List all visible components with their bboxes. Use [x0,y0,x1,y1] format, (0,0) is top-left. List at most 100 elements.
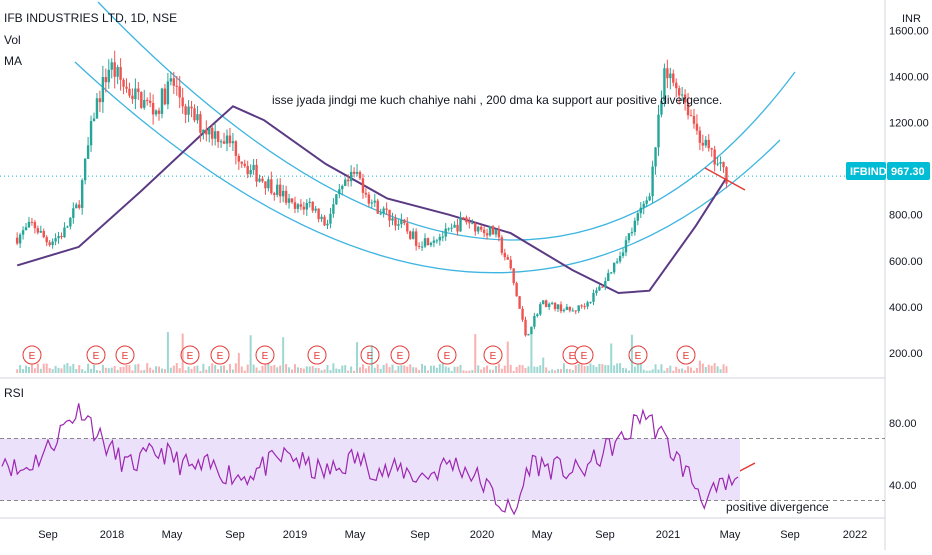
volume-bar [246,364,249,373]
candle-body [559,304,563,312]
volume-bar [323,369,326,373]
candle-body [184,106,187,115]
price-tick-label: 400.00 [889,302,923,314]
price-tag-ticker: IFBIND [850,166,887,178]
earnings-marker[interactable] [180,345,200,365]
volume-bar [42,363,45,373]
volume-bar [293,364,296,373]
candle-body [663,68,666,102]
earnings-marker[interactable] [210,345,230,365]
candle-body [595,290,598,293]
candle-body [379,213,382,215]
volume-bar [459,364,462,373]
candle-body [311,201,314,211]
volume-bar [302,368,305,373]
candle-body [471,223,474,225]
earnings-marker[interactable] [574,345,594,365]
volume-bar [663,370,666,373]
candle-body [166,81,170,105]
candle-body [137,88,140,93]
volume-bar [143,369,146,373]
candle-body [666,68,669,79]
earnings-marker[interactable] [22,345,42,365]
earnings-marker[interactable] [390,345,410,365]
volume-bar [707,364,710,373]
channel-lower-curve [74,61,781,274]
price-trendline [704,167,746,191]
volume-bar [107,368,110,373]
candle-body [441,236,444,238]
volume-bar [146,363,149,373]
earnings-marker[interactable] [437,345,457,365]
volume-bar [134,364,137,373]
candle-body [113,62,116,77]
volume-bar [701,363,704,373]
volume-bar [184,370,187,373]
candle-body [151,102,155,115]
volume-bar [226,370,229,373]
candle-body [719,162,722,164]
volume-bar [595,366,598,373]
volume-bar [273,364,276,373]
volume-bar [394,370,397,373]
volume-bar [193,366,196,373]
candle-body [27,221,31,228]
volume-bar [231,369,234,373]
volume-bar [305,366,308,373]
volume-bar [624,368,627,373]
earnings-marker[interactable] [86,345,106,365]
candle-body [621,252,625,256]
volume-bar [447,367,450,373]
earnings-marker-label: E [262,351,269,362]
earnings-marker-label: E [93,351,100,362]
price-tick-label: 1400.00 [889,71,929,83]
earnings-marker[interactable] [676,345,696,365]
candle-body [202,129,205,133]
candle-body [414,231,418,246]
volume-bar [350,366,353,373]
earnings-marker-label: E [122,351,129,362]
candle-body [42,230,45,238]
volume-bar [604,365,607,373]
earnings-marker[interactable] [115,345,135,365]
volume-bar [533,366,536,373]
currency-label: INR [902,13,921,25]
candle-body [252,164,255,171]
candle-body [69,217,72,227]
candle-body [196,114,199,121]
candle-body [394,218,397,226]
candle-body [190,106,193,109]
candle-body [376,200,379,214]
candle-body [146,99,149,101]
candle-body [580,305,583,307]
candle-body [601,286,604,288]
chart-annotation: isse jyada jindgi me kuch chahiye nahi ,… [272,93,722,107]
earnings-marker[interactable] [307,345,327,365]
volume-bar [557,369,560,373]
candle-body [122,79,125,87]
volume-bar [725,366,728,373]
candle-body [261,178,264,182]
volume-bar [166,332,169,373]
volume-bar [704,367,707,373]
earnings-marker[interactable] [255,345,275,365]
volume-bar [432,365,435,373]
volume-bar [214,365,217,373]
earnings-marker[interactable] [628,345,648,365]
candle-body [689,115,693,117]
candle-body [388,209,391,221]
earnings-marker-label: E [635,351,642,362]
candle-body [553,302,557,310]
time-tick-label: Sep [595,529,615,541]
earnings-marker[interactable] [483,345,503,365]
candle-body [577,305,580,312]
volume-bar [660,364,663,373]
rsi-tick-label: 80.00 [889,418,917,430]
candle-body [314,208,317,211]
candle-body [54,238,57,242]
volume-bar [551,369,554,373]
candle-body [373,200,376,203]
volume-bar [388,367,391,373]
earnings-marker[interactable] [360,345,380,365]
volume-bar [654,364,657,373]
